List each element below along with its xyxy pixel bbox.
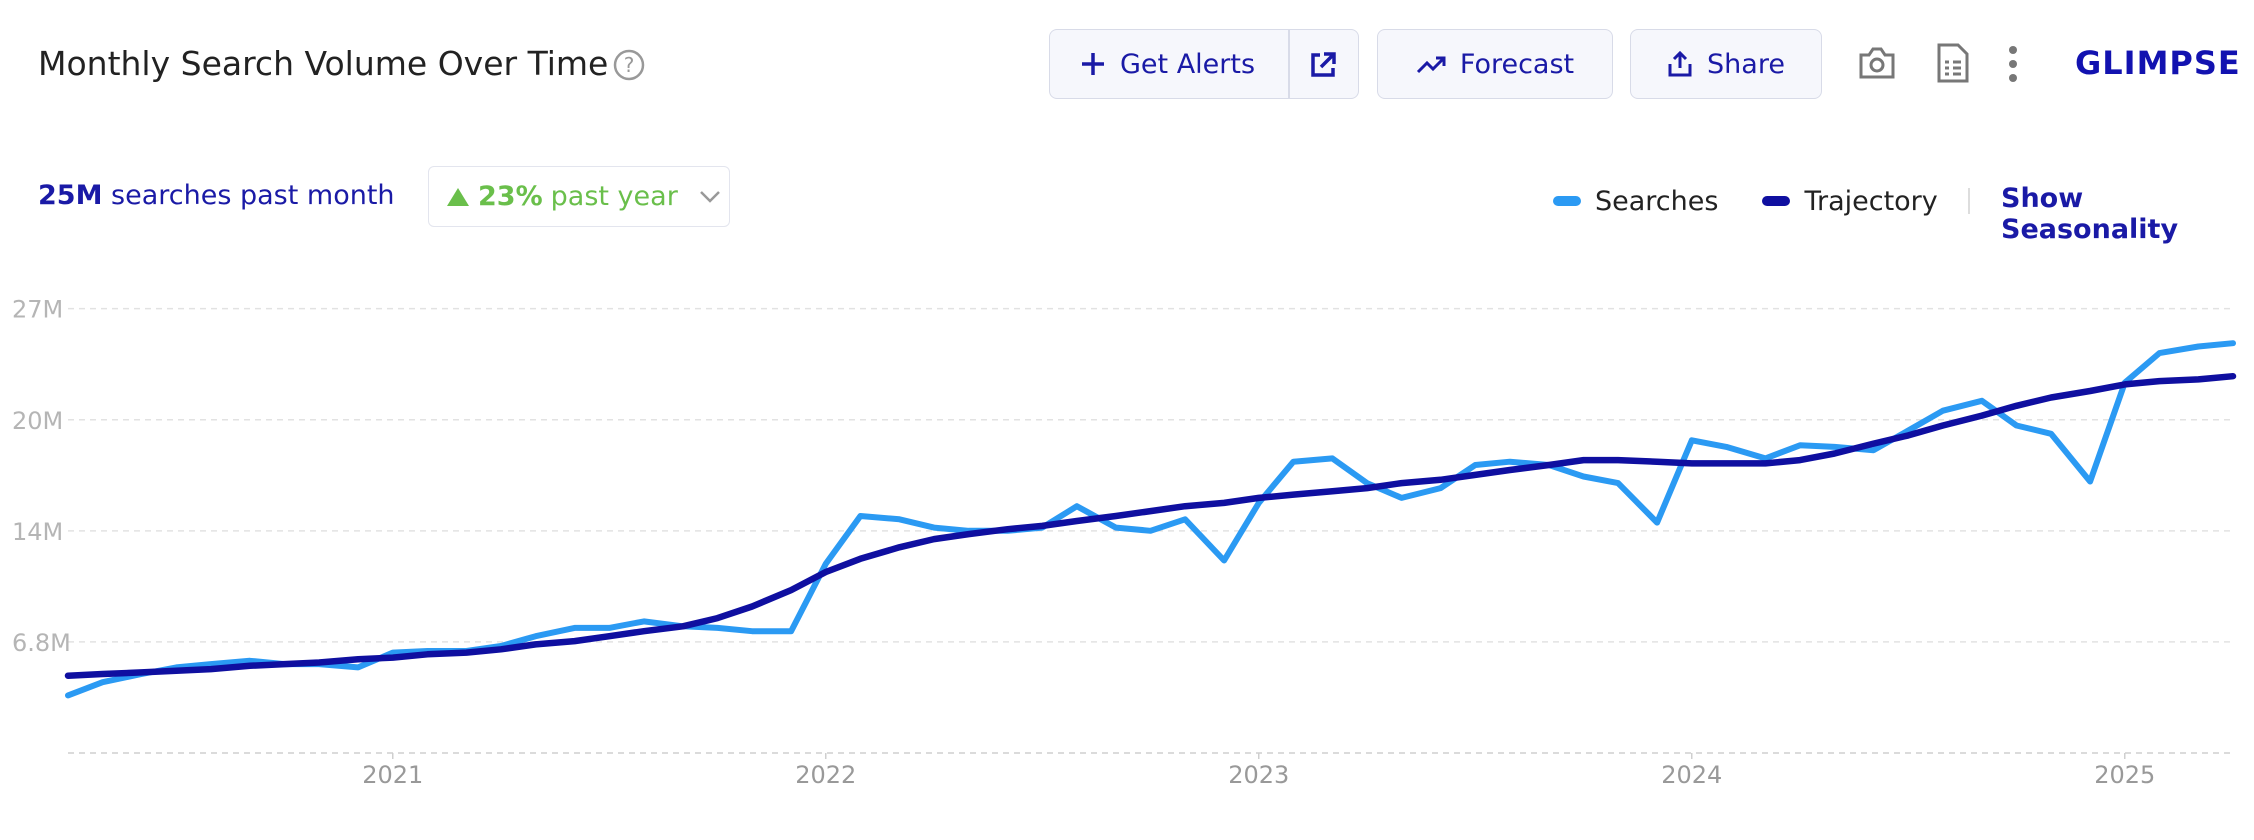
volume-text: searches past month (111, 180, 395, 211)
help-icon[interactable]: ? (612, 48, 646, 82)
growth-text: past year (550, 181, 678, 212)
button-label: Forecast (1459, 48, 1575, 80)
legend: Searches Trajectory (1553, 183, 1938, 219)
line-trajectory (64, 372, 2237, 679)
y-tick-label: 20M (12, 407, 63, 435)
share-button[interactable]: Share (1630, 29, 1822, 99)
more-icon[interactable] (2005, 44, 2021, 84)
camera-icon[interactable] (1857, 45, 1897, 81)
share-icon (1668, 50, 1692, 77)
x-tick-label: 2023 (1228, 761, 1289, 789)
legend-swatch (1553, 196, 1581, 206)
button-label: Get Alerts (1120, 48, 1256, 80)
up-arrow (447, 187, 469, 206)
svg-text:?: ? (624, 53, 635, 77)
line-searches (65, 340, 2236, 699)
growth-dropdown[interactable]: 23% past year (428, 166, 730, 227)
external-icon[interactable] (1308, 50, 1338, 80)
get-alerts-button[interactable]: Get Alerts (1049, 29, 1359, 99)
volume-summary: 25M searches past month (38, 180, 395, 211)
title: Monthly Search Volume Over Time (38, 44, 609, 83)
x-tick-label: 2022 (795, 761, 856, 789)
trend-icon (1416, 56, 1446, 74)
volume: 25M (38, 180, 103, 211)
x-tick-label: 2024 (1661, 761, 1722, 789)
y-tick-label: 27M (12, 296, 63, 324)
y-tick-label: 14M (12, 518, 63, 546)
chevron (699, 190, 720, 203)
divider (1288, 30, 1290, 98)
forecast-button[interactable]: Forecast (1377, 29, 1613, 99)
x-tick-label: 2021 (362, 761, 423, 789)
button-label: Share (1707, 48, 1785, 80)
x-tick-label: 2025 (2094, 761, 2155, 789)
show-seasonality[interactable]: Show Seasonality (2001, 183, 2179, 245)
document-icon[interactable] (1936, 42, 1970, 84)
legend-label: Trajectory (1804, 185, 1938, 217)
logo: GLIMPSE (2075, 44, 2241, 82)
legend-label: Searches (1595, 185, 1719, 217)
divider (1968, 188, 1970, 214)
y-tick-label: 6.8M (12, 629, 71, 657)
growth: 23% (478, 181, 543, 212)
plus-icon (1082, 53, 1104, 75)
legend-swatch (1762, 196, 1791, 206)
